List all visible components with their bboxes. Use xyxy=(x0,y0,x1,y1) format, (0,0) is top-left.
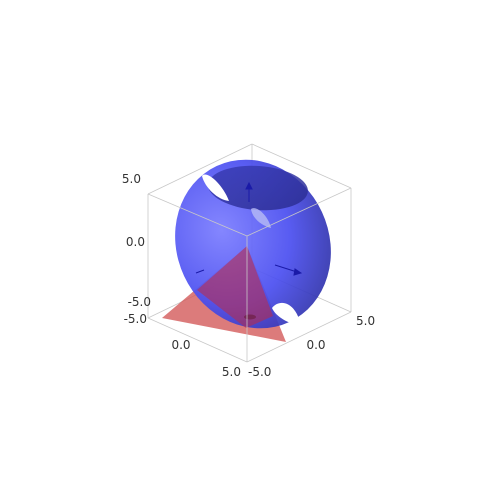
z-tick-label: -5.0 xyxy=(128,295,151,309)
x-tick-label: 0.0 xyxy=(171,338,190,352)
ellipsoid-hole xyxy=(202,174,229,201)
x-tick-label: -5.0 xyxy=(124,312,147,326)
ellipsoid-hole xyxy=(251,208,271,228)
z-tick-label: 5.0 xyxy=(122,172,141,186)
y-tick-label: -5.0 xyxy=(248,365,271,379)
ellipsoid-hole xyxy=(272,302,301,326)
axis-arrows xyxy=(195,181,303,276)
red-plane-front xyxy=(197,246,273,328)
bounding-box-front xyxy=(147,187,352,363)
y-tick-label: 0.0 xyxy=(306,338,325,352)
x-tick-label: 5.0 xyxy=(222,365,241,379)
y-tick-label: 5.0 xyxy=(356,314,375,328)
z-tick-label: 0.0 xyxy=(126,235,145,249)
